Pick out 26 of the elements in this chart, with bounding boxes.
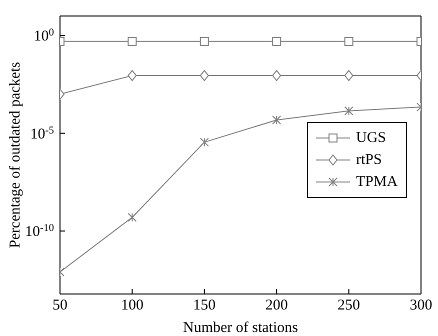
legend-label: TPMA: [356, 174, 398, 190]
point: [200, 138, 209, 147]
y-tick-label: 10$^{-10}$: [25, 222, 54, 240]
x-axis-title: Number of stations: [183, 320, 298, 336]
point: [272, 70, 282, 82]
point: [344, 70, 354, 82]
point: [272, 115, 282, 124]
y-tick-label: 10$^{0}$: [34, 27, 54, 45]
point: [344, 106, 354, 116]
legend-label: rtPS: [356, 152, 382, 168]
legend-label: UGS: [356, 130, 386, 146]
y-axis-title: Percentage of outdated packets: [7, 62, 24, 248]
point: [200, 70, 209, 82]
x-tick-label: 150: [193, 298, 216, 314]
y-tick-label: 10$^{-5}$: [30, 124, 54, 142]
point: [128, 212, 137, 222]
x-tick-label: 200: [265, 298, 288, 314]
x-tick-label: 50: [52, 298, 68, 314]
point: [128, 70, 137, 82]
point: [128, 36, 137, 46]
point: [344, 36, 354, 46]
point: [200, 36, 209, 46]
x-tick-label: 300: [410, 298, 432, 314]
point: [272, 36, 282, 46]
x-tick-label: 100: [120, 298, 144, 314]
x-tick-label: 250: [338, 298, 360, 314]
